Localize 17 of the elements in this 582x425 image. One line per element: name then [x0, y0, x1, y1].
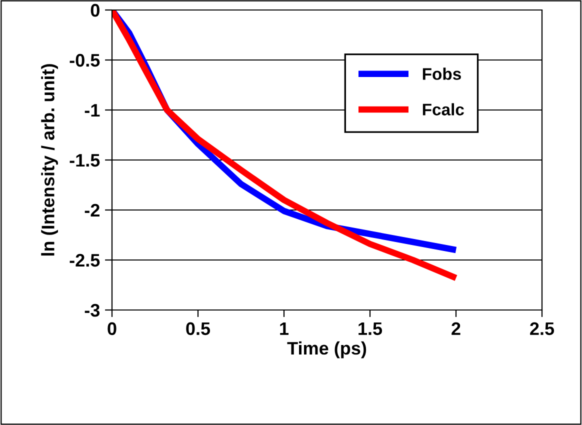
y-tick-label: -1.5 — [70, 154, 100, 167]
y-tick-label: 0 — [90, 4, 100, 17]
y-tick-label: -2 — [84, 204, 100, 217]
legend-label: Fobs — [422, 68, 461, 80]
legend-label: Fcalc — [422, 103, 464, 116]
y-tick-label: -2.5 — [70, 254, 100, 267]
x-tick-label: 0 — [108, 322, 116, 336]
x-axis-title: Time (ps) — [287, 341, 366, 358]
x-tick-label: 1 — [280, 322, 289, 335]
y-tick-label: -0.5 — [70, 54, 100, 67]
y-tick-label: -1 — [84, 104, 100, 117]
x-tick-label: 2.5 — [530, 322, 554, 336]
y-tick-label: -3 — [84, 304, 100, 317]
x-tick-label: 2 — [452, 322, 460, 335]
x-tick-label: 0.5 — [186, 322, 210, 336]
x-tick-label: 1.5 — [358, 322, 382, 336]
y-axis-title: ln (Intensity / arb. unit) — [41, 64, 58, 256]
